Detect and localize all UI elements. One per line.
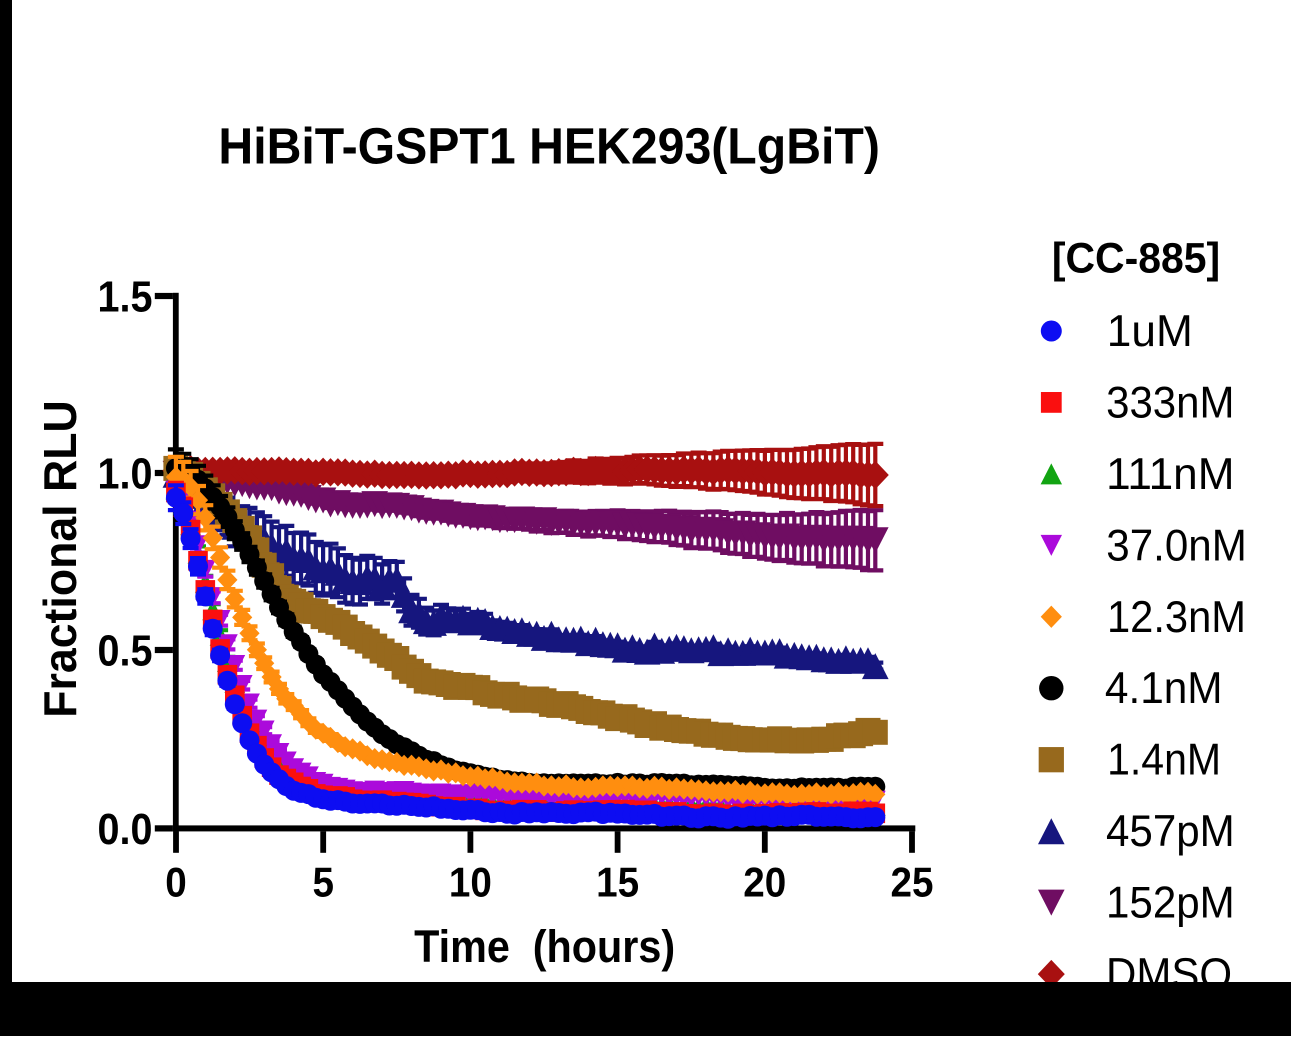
svg-text:37.0nM: 37.0nM bbox=[1106, 521, 1247, 570]
svg-text:1.0: 1.0 bbox=[98, 451, 153, 499]
svg-text:1.4nM: 1.4nM bbox=[1107, 736, 1221, 785]
svg-text:457pM: 457pM bbox=[1106, 807, 1235, 856]
svg-text:Fractional RLU: Fractional RLU bbox=[34, 400, 86, 718]
svg-text:152pM: 152pM bbox=[1106, 879, 1235, 928]
svg-text:1.5: 1.5 bbox=[98, 274, 153, 322]
svg-text:111nM: 111nM bbox=[1106, 450, 1234, 499]
svg-text:[CC-885]: [CC-885] bbox=[1052, 236, 1220, 283]
svg-text:4.1nM: 4.1nM bbox=[1105, 664, 1223, 713]
svg-text:12.3nM: 12.3nM bbox=[1107, 593, 1246, 642]
svg-text:25: 25 bbox=[891, 859, 934, 906]
svg-text:0: 0 bbox=[165, 859, 187, 906]
svg-text:1uM: 1uM bbox=[1107, 307, 1193, 356]
svg-text:333nM: 333nM bbox=[1106, 378, 1234, 427]
svg-text:20: 20 bbox=[743, 859, 786, 906]
svg-text:Time (hours): Time (hours) bbox=[414, 921, 675, 972]
svg-text:0.0: 0.0 bbox=[98, 806, 153, 854]
svg-text:15: 15 bbox=[596, 859, 639, 906]
svg-text:0.5: 0.5 bbox=[98, 628, 153, 676]
svg-text:HiBiT-GSPT1 HEK293(LgBiT): HiBiT-GSPT1 HEK293(LgBiT) bbox=[218, 118, 880, 175]
svg-text:5: 5 bbox=[312, 859, 334, 906]
svg-text:10: 10 bbox=[449, 859, 492, 906]
